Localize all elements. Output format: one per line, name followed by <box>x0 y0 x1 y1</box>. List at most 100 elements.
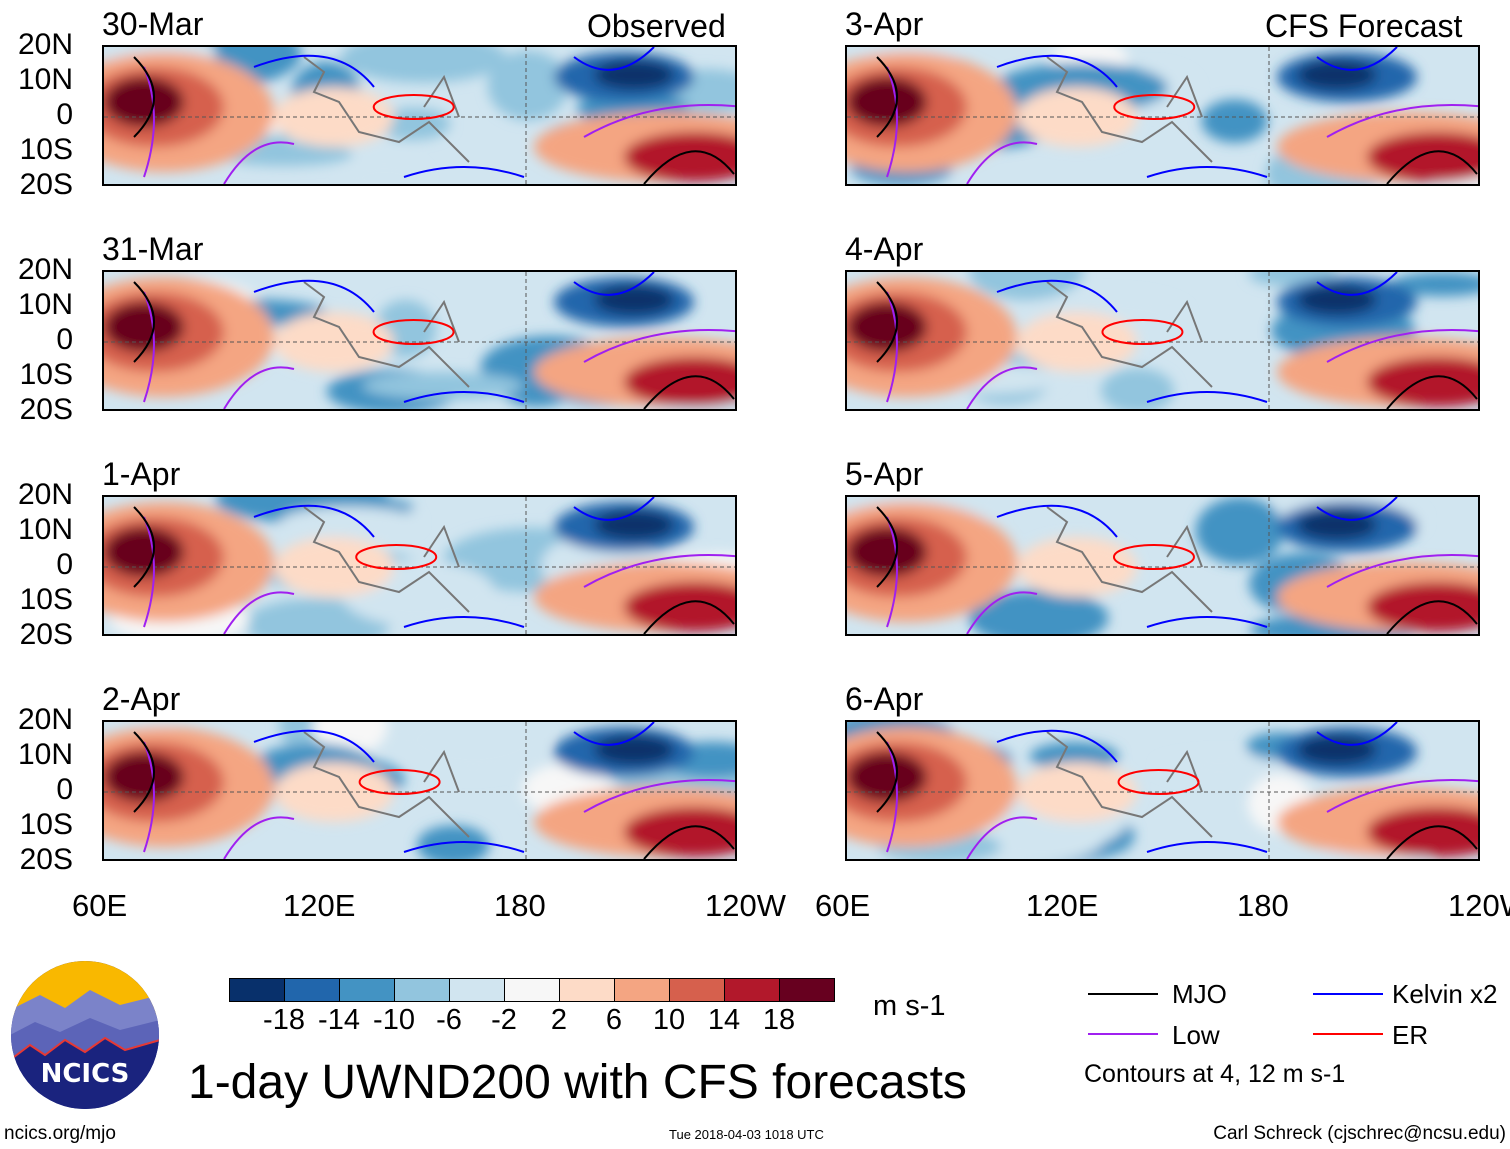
wind-anomaly-blob <box>624 807 735 857</box>
low-contour <box>886 516 1478 634</box>
figure-title: 1-day UWND200 with CFS forecasts <box>188 1056 967 1109</box>
panel-date: 31-Mar <box>102 231 204 267</box>
er-contour <box>372 94 455 120</box>
wind-anomaly-blob <box>847 302 927 352</box>
panel-date: 30-Mar <box>102 6 204 42</box>
lat-label: 20N <box>17 253 73 286</box>
colorbar-swatch <box>725 979 780 1001</box>
timestamp: Tue 2018-04-03 1018 UTC <box>669 1127 824 1142</box>
kelvin-contour <box>253 47 655 178</box>
er-contour <box>355 544 438 570</box>
lat-label: 0 <box>56 323 73 356</box>
mjo-contour <box>876 56 1478 184</box>
panel-date: 1-Apr <box>102 456 181 492</box>
er-contour <box>358 769 441 795</box>
mjo-contour <box>876 281 1478 409</box>
er-contour <box>1113 94 1196 120</box>
wind-anomaly-blob <box>847 752 927 802</box>
er-contour <box>1112 544 1195 570</box>
wind-anomaly-blob <box>969 272 1084 301</box>
colorbar <box>229 978 835 1002</box>
contour-note: Contours at 4, 12 m s-1 <box>1084 1060 1346 1088</box>
wind-anomaly-blob <box>624 357 735 407</box>
source-link[interactable]: ncics.org/mjo <box>4 1123 116 1144</box>
legend-low: Low <box>1172 1020 1220 1050</box>
wind-anomaly-blob <box>1297 60 1377 90</box>
lat-label: 20N <box>17 703 73 736</box>
mjo-contour <box>133 731 735 859</box>
kelvin-contour <box>996 497 1398 628</box>
wind-anomaly-blob <box>1367 132 1478 182</box>
coastline <box>303 731 470 838</box>
colorbar-swatch <box>670 979 725 1001</box>
colorbar-label: 18 <box>762 1004 796 1036</box>
legend-er-line <box>1313 1033 1383 1035</box>
lat-label: 10S <box>19 133 73 166</box>
wind-anomaly-blob <box>1029 742 1119 771</box>
colorbar-label: 2 <box>550 1004 568 1036</box>
wind-anomaly-blob <box>279 506 419 539</box>
kelvin-contour <box>996 47 1398 178</box>
colorbar-label: 14 <box>707 1004 741 1036</box>
lat-label: 20S <box>19 843 73 876</box>
wind-anomaly-blob <box>340 47 507 83</box>
colorbar-swatch <box>230 979 285 1001</box>
lat-label: 10N <box>17 63 73 96</box>
wind-anomaly-blob <box>1101 368 1174 409</box>
wind-anomaly-blob <box>624 582 735 632</box>
lon-label: 120E <box>1026 888 1099 923</box>
er-contour <box>372 319 455 345</box>
legend-kelvin: Kelvin x2 <box>1392 979 1498 1009</box>
wind-anomaly-blob <box>847 77 927 127</box>
wind-anomaly-blob <box>1297 285 1377 315</box>
wind-anomaly-blob <box>1367 357 1478 407</box>
colorbar-label: -6 <box>436 1004 462 1036</box>
coastline <box>1046 281 1213 388</box>
lat-label: 0 <box>56 548 73 581</box>
map-panel-1-Apr <box>102 495 737 636</box>
lat-label: 20N <box>17 28 73 61</box>
er-contour <box>1117 769 1200 795</box>
lat-label: 10S <box>19 583 73 616</box>
map-panel-4-Apr <box>845 270 1480 411</box>
wind-anomaly-blob <box>1017 87 1137 147</box>
panel-date: 3-Apr <box>845 6 924 42</box>
lon-label: 180 <box>1237 888 1289 923</box>
low-contour <box>143 741 735 859</box>
lon-label: 60E <box>815 888 871 923</box>
colorbar-label: 10 <box>652 1004 686 1036</box>
mjo-contour <box>876 731 1478 859</box>
colorbar-label: 6 <box>605 1004 623 1036</box>
panel-date: 5-Apr <box>845 456 924 492</box>
wind-anomaly-blob <box>624 132 735 182</box>
wind-anomaly-blob <box>376 107 451 140</box>
forecast-label: CFS Forecast <box>1265 8 1463 44</box>
colorbar-swatch <box>560 979 615 1001</box>
lat-label: 20S <box>19 393 73 426</box>
wind-anomaly-blob <box>104 752 184 802</box>
coastline <box>303 506 470 613</box>
wind-anomaly-blob <box>104 77 184 127</box>
wind-anomaly-blob <box>1367 807 1478 857</box>
map-panel-3-Apr <box>845 45 1480 186</box>
wind-anomaly-blob <box>1201 99 1268 143</box>
low-contour <box>143 291 735 409</box>
panel-date: 4-Apr <box>845 231 924 267</box>
lon-label: 120W <box>1448 888 1510 923</box>
wind-anomaly-blob <box>1390 272 1478 297</box>
mjo-contour <box>133 281 735 409</box>
wind-anomaly-blob <box>342 157 426 184</box>
wind-anomaly-blob <box>1195 497 1285 565</box>
mjo-contour <box>133 506 735 634</box>
wind-anomaly-blob <box>400 722 546 775</box>
lat-label: 0 <box>56 98 73 131</box>
wind-anomaly-blob <box>1297 510 1377 540</box>
map-panel-31-Mar <box>102 270 737 411</box>
lon-label: 120W <box>705 888 786 923</box>
kelvin-contour <box>996 272 1398 403</box>
colorbar-swatch <box>340 979 395 1001</box>
legend-mjo-line <box>1088 993 1158 995</box>
wind-anomaly-blob <box>1158 754 1280 779</box>
wind-anomaly-blob <box>968 590 1109 634</box>
lat-label: 10N <box>17 288 73 321</box>
